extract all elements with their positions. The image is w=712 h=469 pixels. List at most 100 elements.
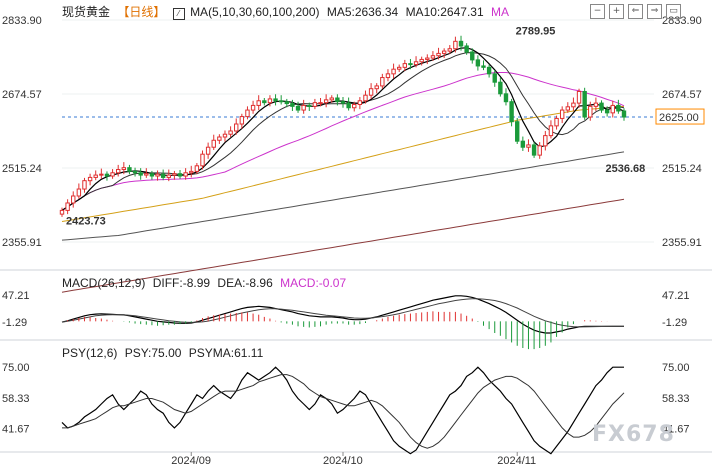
candle-down	[340, 101, 346, 104]
price-annotation: 2423.73	[66, 216, 106, 228]
price-pane[interactable]	[59, 35, 705, 455]
candle-up	[554, 117, 559, 127]
candle-up	[430, 55, 436, 59]
ma-tail: MA	[490, 5, 509, 19]
macd-pane[interactable]	[62, 311, 625, 350]
scroll-left-button[interactable]: ⇐	[628, 4, 643, 19]
candle-up	[65, 202, 70, 211]
candle-up	[537, 145, 542, 156]
psy-tick-left: 41.67	[2, 424, 30, 436]
candle-up	[239, 116, 245, 125]
candle-up	[205, 146, 211, 155]
candle-down	[515, 121, 520, 142]
candle-down	[273, 98, 278, 102]
psy-value: PSY:75.00	[124, 346, 182, 360]
scroll-right-button[interactable]: ⇒	[647, 4, 662, 19]
candle-up	[217, 136, 222, 141]
candle-up	[329, 97, 334, 101]
fullscreen-button[interactable]: ▭	[666, 4, 681, 19]
candle-up	[402, 63, 408, 68]
macd-header: MACD(26,12,9) DIFF:-8.99 DEA:-8.96 MACD:…	[62, 276, 350, 290]
candle-down	[458, 40, 464, 47]
candle-up	[391, 68, 396, 75]
psy-tick-right: 75.00	[662, 362, 690, 374]
candle-up	[588, 105, 593, 118]
candle-down	[132, 170, 138, 174]
macd-dea-line	[61, 298, 624, 328]
watermark-logo: FX678	[592, 422, 675, 447]
price-tick-right: 2515.24	[662, 163, 702, 175]
zoom-in-button[interactable]: +	[609, 4, 624, 19]
macd-tick-right: 47.21	[662, 290, 690, 302]
candle-up	[380, 77, 385, 87]
candle-down	[486, 66, 492, 75]
candle-up	[222, 133, 228, 138]
candle-down	[616, 104, 621, 112]
ma10-line	[61, 52, 625, 211]
price-annotation: 2536.68	[606, 163, 646, 175]
ma5-value: MA5:2636.34	[326, 5, 399, 19]
price-header: 现货黄金 【日线】 ⁄ MA(5,10,30,60,100,200) MA5:2…	[62, 5, 513, 20]
price-tick-left: 2674.57	[2, 89, 42, 101]
candle-up	[526, 144, 531, 148]
candle-up	[453, 40, 458, 50]
candle-up	[256, 100, 261, 106]
candle-up	[183, 172, 188, 177]
candle-up	[571, 102, 576, 108]
period-label[interactable]: 【日线】	[117, 5, 166, 19]
ma200-line	[61, 198, 625, 293]
psy-tick-left: 75.00	[2, 362, 30, 374]
current-price-tag	[655, 108, 705, 125]
psy-header: PSY(12,6) PSY:75.00 PSYMA:61.11	[62, 346, 267, 360]
candle-down	[475, 59, 481, 67]
zoom-out-button[interactable]: −	[590, 4, 605, 19]
candle-down	[599, 102, 604, 111]
price-annotation: 2789.95	[516, 25, 556, 37]
candle-down	[531, 144, 537, 156]
candle-up	[234, 123, 239, 132]
candle-up	[228, 130, 233, 135]
macd-label: MACD(26,12,9)	[62, 276, 146, 290]
macd-dea-value: DEA:-8.96	[217, 276, 273, 290]
candle-down	[149, 173, 155, 177]
candle-down	[481, 65, 486, 68]
candle-down	[160, 173, 166, 178]
price-tick-left: 2833.90	[2, 15, 42, 27]
candle-down	[290, 103, 295, 107]
candle-up	[189, 170, 194, 174]
candle-up	[116, 169, 121, 174]
candle-up	[318, 102, 323, 105]
candle-down	[520, 140, 526, 148]
psy-label: PSY(12,6)	[62, 346, 118, 360]
psyma-line	[62, 374, 625, 449]
candle-up	[312, 102, 318, 107]
candle-down	[582, 90, 587, 118]
candle-up	[172, 173, 177, 176]
macd-diff-value: DIFF:-8.99	[152, 276, 211, 290]
price-tick-left: 2355.91	[2, 237, 42, 249]
candle-down	[498, 81, 503, 95]
candle-up	[385, 73, 391, 79]
macd-tick-right: -1.29	[662, 317, 687, 329]
candle-up	[357, 100, 363, 105]
candle-down	[492, 73, 497, 83]
psy-tick-right: 58.33	[662, 393, 690, 405]
candle-down	[284, 101, 290, 105]
price-tick-right: 2355.91	[662, 237, 702, 249]
candle-down	[307, 104, 312, 107]
ma60-line	[61, 105, 625, 222]
candle-down	[346, 102, 351, 109]
candle-up	[576, 90, 582, 104]
macd-tick-left: 47.21	[2, 290, 30, 302]
ma-params: MA(5,10,30,60,100,200)	[190, 5, 320, 19]
ma100-line	[61, 151, 625, 241]
candle-up	[447, 48, 452, 52]
ma30-line	[61, 72, 625, 211]
ma-icon[interactable]: ⁄	[172, 8, 185, 20]
candle-up	[368, 88, 374, 96]
macd-value: MACD:-0.07	[280, 276, 347, 290]
candle-up	[419, 58, 424, 63]
psyma-value: PSYMA:61.11	[188, 346, 264, 360]
psy-tick-left: 58.33	[2, 393, 30, 405]
